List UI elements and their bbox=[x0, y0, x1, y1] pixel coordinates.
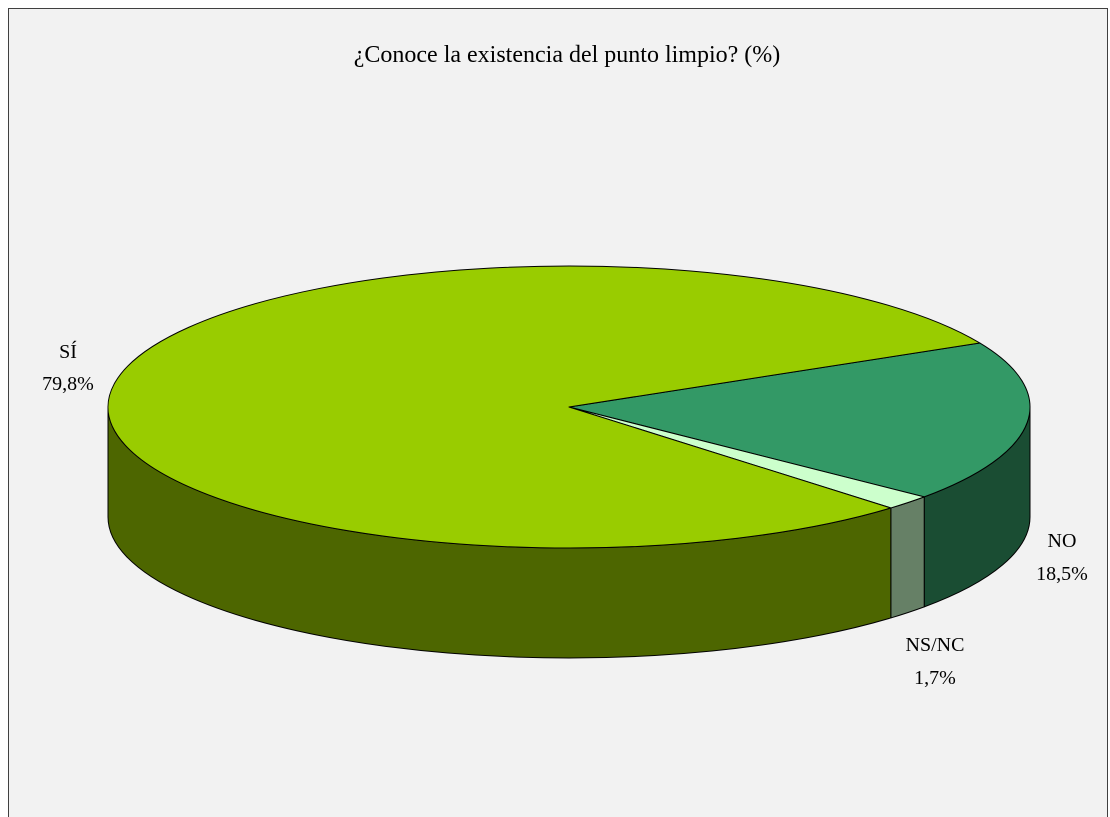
pie-slice-no bbox=[568, 342, 1031, 498]
slice-label-nsnc-value: 1,7% bbox=[914, 667, 956, 689]
slice-label-si-name: SÍ bbox=[59, 340, 77, 363]
slice-label-si-value: 79,8% bbox=[42, 373, 94, 395]
slice-label-no-value: 18,5% bbox=[1036, 563, 1088, 585]
slice-label-si: SÍ 79,8% bbox=[42, 340, 94, 395]
chart-title: ¿Conoce la existencia del punto limpio? … bbox=[354, 42, 781, 68]
slice-label-nsnc: NS/NC 1,7% bbox=[906, 634, 965, 689]
slice-label-nsnc-name: NS/NC bbox=[906, 634, 965, 656]
slice-label-no: NO 18,5% bbox=[1036, 530, 1088, 585]
slice-label-no-name: NO bbox=[1048, 530, 1077, 552]
pie-side-nsnc bbox=[890, 496, 925, 619]
pie-slice-si bbox=[107, 265, 981, 549]
pie-tops bbox=[107, 265, 1031, 549]
